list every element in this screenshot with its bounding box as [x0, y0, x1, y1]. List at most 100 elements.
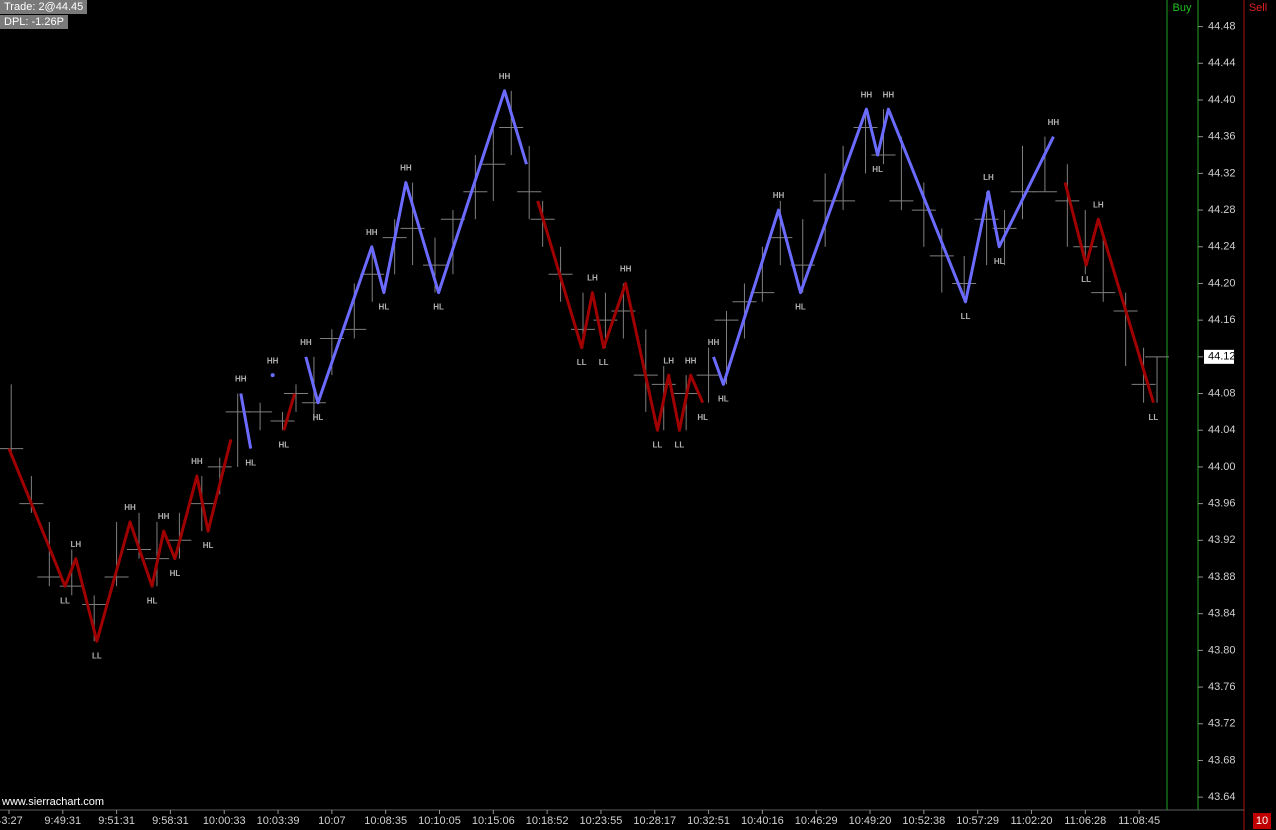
x-tick-label: 10:10:05	[418, 815, 461, 827]
swing-label: LH	[663, 356, 674, 365]
x-tick-label: 10:07	[318, 815, 346, 827]
y-tick-label: 43.88	[1208, 571, 1236, 583]
swing-label: LH	[70, 540, 81, 549]
swing-label: HL	[994, 257, 1005, 266]
swing-label: HL	[433, 303, 444, 312]
y-tick-label: 43.80	[1208, 644, 1236, 656]
x-tick-label: 10:40:16	[741, 815, 784, 827]
swing-label: LH	[983, 173, 994, 182]
swing-label: LH	[587, 274, 598, 283]
swing-label: HL	[170, 569, 181, 578]
zigzag-line	[7, 439, 233, 643]
x-tick-label: 10:52:38	[902, 815, 945, 827]
swing-label: HH	[366, 228, 378, 237]
swing-label: HH	[300, 338, 312, 347]
swing-label: HH	[861, 90, 873, 99]
swing-label: HL	[245, 459, 256, 468]
swing-label: LL	[961, 312, 971, 321]
swing-label: LL	[1081, 275, 1091, 284]
x-tick-label: 11:08:45	[1118, 815, 1160, 827]
zigzag-line	[304, 89, 528, 405]
x-tick-label: 10:32:51	[687, 815, 730, 827]
swing-label: HH	[620, 265, 632, 274]
swing-label: HH	[400, 164, 412, 173]
zigzag-line	[282, 393, 297, 431]
swing-label: HH	[773, 191, 785, 200]
swing-label: LL	[675, 440, 685, 449]
y-tick-label: 43.64	[1208, 791, 1236, 803]
y-tick-label: 43.76	[1208, 681, 1236, 693]
y-tick-label: 44.24	[1208, 241, 1236, 253]
y-tick-label: 44.08	[1208, 387, 1236, 399]
swing-label: HH	[124, 503, 136, 512]
y-tick-label: 44.04	[1208, 424, 1236, 436]
swing-label: HL	[872, 165, 883, 174]
swing-label: HH	[1048, 118, 1060, 127]
counter-box	[1253, 813, 1271, 829]
swing-label: HH	[708, 338, 720, 347]
x-tick-label: 10:15:06	[472, 815, 515, 827]
y-tick-label: 44.44	[1208, 57, 1236, 69]
swing-label: HL	[697, 413, 708, 422]
sell-label: Sell	[1249, 2, 1267, 14]
swing-label: HH	[267, 356, 279, 365]
swing-label: LL	[577, 358, 587, 367]
zigzag-line	[712, 107, 1055, 386]
swing-label: HL	[379, 303, 390, 312]
watermark: www.sierrachart.com	[1, 796, 104, 808]
trade-info: Trade: 2@44.45	[0, 0, 88, 14]
x-tick-label: 9:58:31	[152, 815, 189, 827]
swing-label: HH	[235, 375, 247, 384]
zigzag-line	[1063, 182, 1155, 404]
swing-label: HH	[158, 512, 170, 521]
swing-label: HL	[718, 394, 729, 403]
y-tick-label: 44.28	[1208, 204, 1236, 216]
swing-label: HL	[279, 440, 290, 449]
x-tick-label: 11:02:20	[1010, 815, 1052, 827]
y-tick-label: 44.32	[1208, 167, 1236, 179]
x-tick-label: 10:00:33	[203, 815, 246, 827]
x-tick-label: 10:49:20	[849, 815, 892, 827]
x-tick-label: 10:57:29	[956, 815, 999, 827]
last-price-box	[1204, 349, 1234, 364]
x-tick-label: 10:08:35	[364, 815, 407, 827]
swing-label: HH	[685, 356, 697, 365]
swing-label: HH	[191, 457, 203, 466]
x-tick-label: 9:51:31	[98, 815, 135, 827]
x-tick-label: 9:49:31	[44, 815, 81, 827]
x-tick-label: 10:03:39	[257, 815, 300, 827]
swing-label: HH	[499, 72, 511, 81]
swing-label: HL	[795, 303, 806, 312]
y-tick-label: 43.92	[1208, 534, 1236, 546]
x-tick-label: 43:27	[0, 815, 23, 827]
swing-label: HL	[147, 596, 158, 605]
swing-label: HL	[313, 413, 324, 422]
y-tick-label: 43.68	[1208, 754, 1236, 766]
y-tick-label: 44.40	[1208, 94, 1236, 106]
swing-label: LL	[92, 651, 102, 660]
swing-label: HL	[203, 541, 214, 550]
buy-label: Buy	[1173, 2, 1192, 14]
y-tick-label: 44.36	[1208, 131, 1236, 143]
x-tick-label: 10:46:29	[795, 815, 838, 827]
swing-label: LH	[1093, 200, 1104, 209]
dpl-info: DPL: -1.26P	[0, 15, 68, 29]
counter-label: 10	[1256, 815, 1268, 827]
swing-label: LL	[1149, 413, 1159, 422]
swing-label: HH	[883, 90, 895, 99]
y-tick-label: 43.84	[1208, 608, 1236, 620]
y-tick-label: 43.72	[1208, 718, 1236, 730]
x-tick-label: 11:06:28	[1064, 815, 1106, 827]
y-tick-label: 44.48	[1208, 21, 1236, 33]
y-tick-label: 44.20	[1208, 277, 1236, 289]
y-tick-label: 44.16	[1208, 314, 1236, 326]
swing-label: LL	[653, 440, 663, 449]
x-tick-label: 10:28:17	[633, 815, 676, 827]
y-tick-label: 43.96	[1208, 498, 1236, 510]
x-tick-label: 10:23:55	[580, 815, 623, 827]
last-price-label: 44.12	[1208, 351, 1236, 363]
swing-label: LL	[599, 358, 609, 367]
x-tick-label: 10:18:52	[526, 815, 569, 827]
